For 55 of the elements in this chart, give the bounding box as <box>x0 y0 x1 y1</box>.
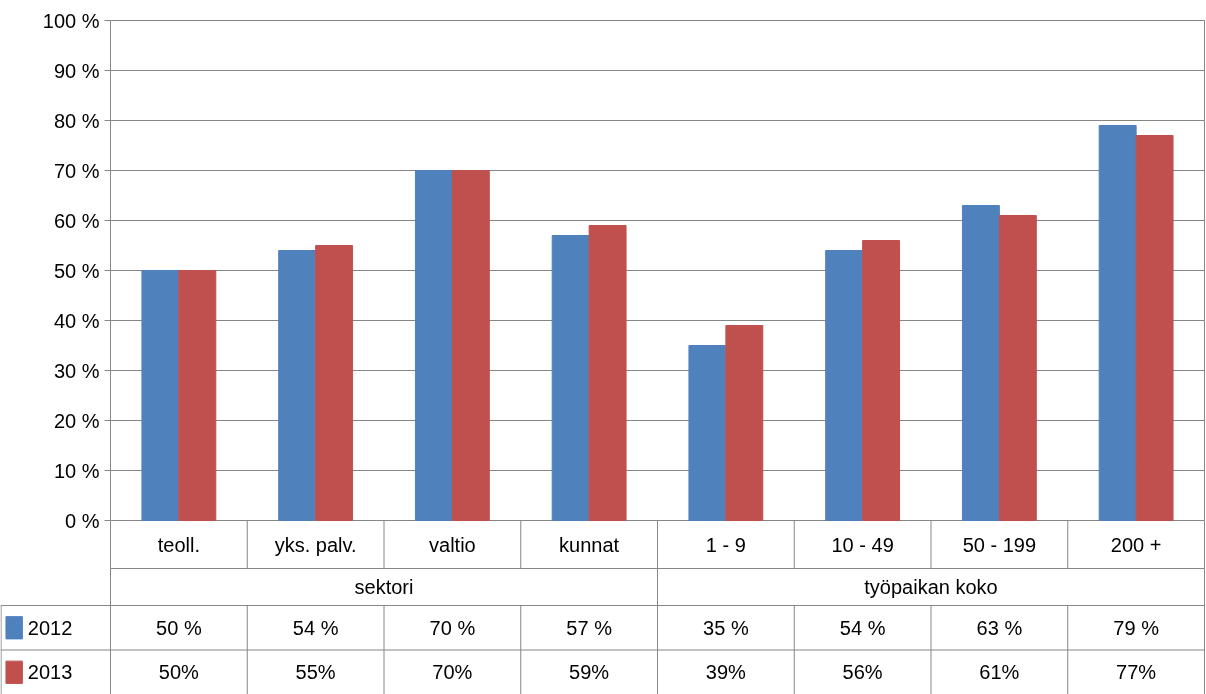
x-tick-label: kunnat <box>559 533 620 556</box>
x-tick-label: 50 - 199 <box>962 533 1037 556</box>
bar <box>551 235 590 521</box>
y-tick-label: 20 % <box>53 409 100 432</box>
bar <box>278 250 317 521</box>
x-tick-label: 10 - 49 <box>831 533 894 556</box>
bar <box>178 270 217 521</box>
y-tick-label: 70 % <box>53 159 100 182</box>
bar <box>961 205 1000 521</box>
text: sektori <box>354 576 414 598</box>
y-tick-label: 0 % <box>65 509 100 532</box>
data-label: 54 % <box>839 616 886 639</box>
data-label: 70 % <box>429 616 476 639</box>
data-label: 57 % <box>566 616 613 639</box>
bar <box>688 345 727 521</box>
bar <box>998 215 1037 521</box>
y-tick-label: 60 % <box>53 209 100 232</box>
x-tick-label: teoll. <box>157 533 200 556</box>
x-tick-label: 1 - 9 <box>705 533 746 556</box>
x-tick-label: yks. palv. <box>274 533 357 556</box>
legend-label: 2013 <box>27 661 73 684</box>
y-tick-label: 50 % <box>53 259 100 282</box>
data-label: 79 % <box>1113 616 1160 639</box>
bar <box>825 250 864 521</box>
data-label: 70% <box>432 661 473 684</box>
bar <box>862 240 901 521</box>
data-label: 55% <box>295 661 336 684</box>
data-label: 59% <box>569 661 610 684</box>
bar <box>414 170 453 521</box>
data-label: 54 % <box>292 616 339 639</box>
data-label: 56% <box>842 661 883 684</box>
y-tick-label: 30 % <box>53 359 100 382</box>
bar <box>451 170 490 521</box>
y-tick-label: 80 % <box>53 109 100 132</box>
bar <box>1135 135 1174 521</box>
bar <box>141 270 180 521</box>
data-label: 61% <box>979 661 1020 684</box>
x-tick-label: 200 + <box>1110 533 1162 556</box>
bar <box>1098 125 1137 521</box>
text: työpaikan koko <box>864 576 998 598</box>
data-label: 39% <box>705 661 747 684</box>
y-tick-label: 100 % <box>42 9 100 32</box>
data-label: 63 % <box>976 616 1023 639</box>
y-tick-label: 10 % <box>53 459 100 482</box>
data-label: 77% <box>1116 661 1157 684</box>
y-tick-label: 90 % <box>53 59 100 82</box>
data-label: 50% <box>158 661 200 684</box>
y-tick-label: 40 % <box>53 309 100 332</box>
x-tick-label: valtio <box>429 533 476 556</box>
legend-label: 2012 <box>27 616 73 639</box>
data-label: 50 % <box>156 616 202 639</box>
data-label: 35 % <box>703 616 749 639</box>
bar <box>315 245 354 521</box>
bar <box>588 225 627 521</box>
bar <box>725 325 764 521</box>
